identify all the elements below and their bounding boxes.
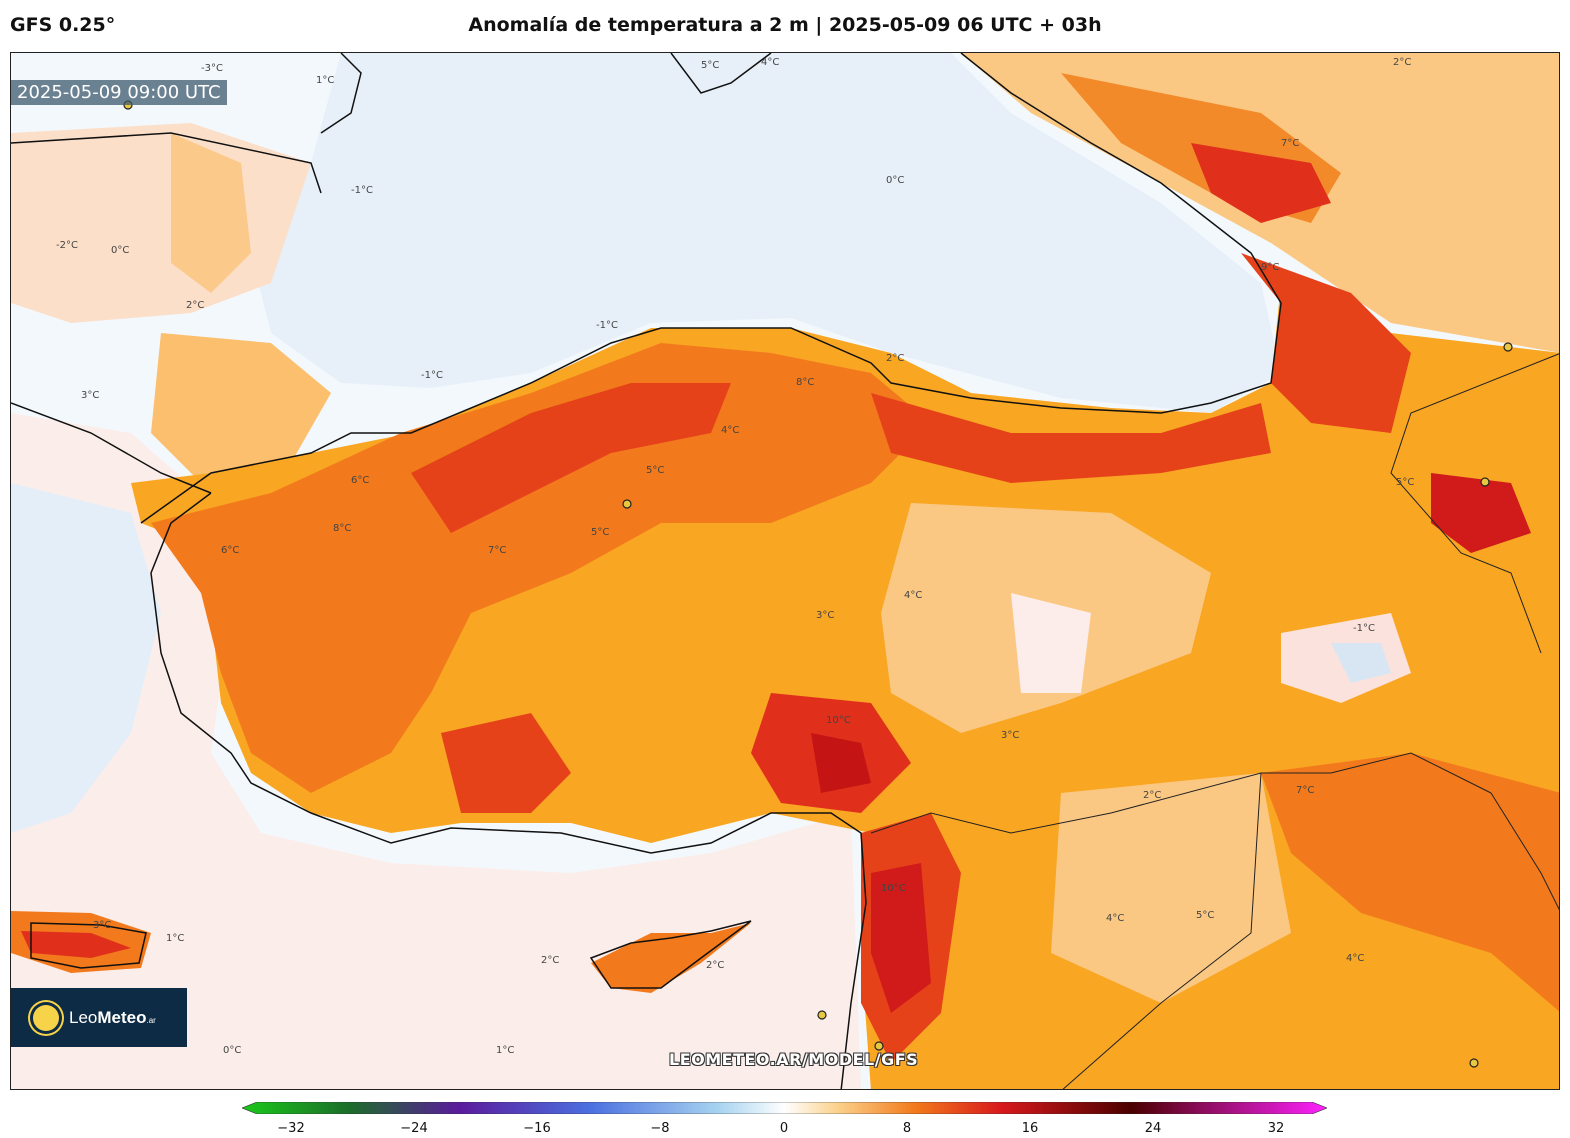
sun-icon: [33, 1004, 59, 1031]
tick-label: −16: [523, 1121, 551, 1136]
tick-label: 0: [779, 1121, 789, 1136]
contour-label: -1°C: [421, 370, 443, 381]
source-watermark: LEOMETEO.AR/MODEL/GFS: [669, 1050, 919, 1069]
coastlines: [11, 53, 1282, 1089]
aegean-cool-area: [11, 483, 161, 833]
contour-label: 3°C: [1001, 730, 1019, 741]
valid-time-badge: 2025-05-09 09:00 UTC: [11, 80, 227, 105]
contour-label: 4°C: [1346, 953, 1364, 964]
contour-label: 3°C: [81, 390, 99, 401]
contour-label: 2°C: [706, 960, 724, 971]
contour-label: 3°C: [93, 920, 111, 931]
contour-label: 8°C: [796, 377, 814, 388]
contour-label: 0°C: [111, 245, 129, 256]
contour-label: 10°C: [881, 883, 906, 894]
contour-label: -1°C: [596, 320, 618, 331]
contour-label: 2°C: [186, 300, 204, 311]
tick-label: −32: [277, 1121, 305, 1136]
logo-text: LeoMeteo.ar: [69, 1007, 156, 1027]
hot-region-west: [151, 343, 931, 793]
tick-label: −24: [400, 1121, 428, 1136]
contour-label: 2°C: [886, 353, 904, 364]
contour-label: -2°C: [56, 240, 78, 251]
contour-label: 1°C: [166, 933, 184, 944]
contour-label: 4°C: [904, 590, 922, 601]
contour-label: 10°C: [826, 715, 851, 726]
contour-label: 6°C: [221, 545, 239, 556]
tick-label: 16: [1021, 1121, 1039, 1136]
contour-label: 7°C: [1296, 785, 1314, 796]
contour-label: -3°C: [201, 63, 223, 74]
contour-label: 4°C: [1106, 913, 1124, 924]
contour-label: 5°C: [1196, 910, 1214, 921]
contour-label: 8°C: [333, 523, 351, 534]
contour-label: 0°C: [223, 1045, 241, 1056]
contour-label: 4°C: [721, 425, 739, 436]
contour-label: 5°C: [646, 465, 664, 476]
contour-label: 2°C: [1143, 790, 1161, 801]
contour-label: 6°C: [351, 475, 369, 486]
map-panel[interactable]: -3°C 1°C 0°C 2°C 5°C 4°C 0°C -1°C -2°C 2…: [10, 52, 1560, 1090]
contour-labels: -3°C 1°C 0°C 2°C 5°C 4°C 0°C -1°C -2°C 2…: [56, 57, 1414, 1056]
tick-label: −8: [650, 1121, 670, 1136]
borders: [870, 353, 1559, 1089]
contour-label: 1°C: [316, 75, 334, 86]
contour-label: 5°C: [591, 527, 609, 538]
cyprus-hotspot: [591, 923, 751, 993]
contour-label: 1°C: [496, 1045, 514, 1056]
contour-label: -1°C: [351, 185, 373, 196]
colorbar: [242, 1102, 1327, 1114]
contour-label: 7°C: [1281, 138, 1299, 149]
contour-label: 0°C: [886, 175, 904, 186]
contour-label: 3°C: [816, 610, 834, 621]
colorbar-gradient: [242, 1102, 1327, 1114]
contour-label: -1°C: [1353, 623, 1375, 634]
hot-strip-north: [871, 393, 1271, 483]
contour-label: 5°C: [701, 60, 719, 71]
leometeo-logo[interactable]: LeoMeteo.ar: [11, 988, 187, 1047]
temperature-anomaly-map: -3°C 1°C 0°C 2°C 5°C 4°C 0°C -1°C -2°C 2…: [11, 53, 1559, 1089]
model-label: GFS 0.25°: [10, 14, 116, 36]
tick-label: 32: [1267, 1121, 1285, 1136]
map-title: Anomalía de temperatura a 2 m | 2025-05-…: [468, 14, 1102, 36]
contour-label: 2°C: [1393, 57, 1411, 68]
black-sea-area: [251, 53, 1281, 413]
contour-label: 7°C: [488, 545, 506, 556]
contour-label: 4°C: [761, 57, 779, 68]
contour-label: 9°C: [1261, 262, 1279, 273]
tick-label: 8: [902, 1121, 912, 1136]
contour-label: 5°C: [1396, 477, 1414, 488]
tick-label: 24: [1144, 1121, 1162, 1136]
contour-label: 2°C: [541, 955, 559, 966]
